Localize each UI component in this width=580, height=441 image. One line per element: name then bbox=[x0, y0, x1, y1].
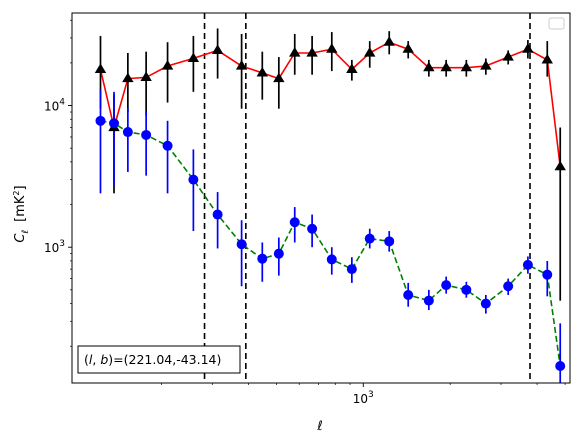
triangle-point bbox=[211, 44, 224, 55]
y-tick-label: 103 bbox=[44, 239, 65, 255]
triangle-point bbox=[423, 61, 435, 72]
triangle-point bbox=[256, 66, 268, 77]
triangle-point bbox=[522, 43, 534, 53]
circle-point bbox=[480, 298, 491, 309]
circle-point bbox=[289, 217, 300, 228]
triangle-point bbox=[502, 51, 514, 61]
triangle-point bbox=[235, 60, 248, 70]
axes-frame bbox=[71, 12, 571, 384]
circle-point bbox=[122, 127, 133, 138]
triangle-point bbox=[460, 61, 473, 72]
y-axis-label: Cℓ[mK2] bbox=[12, 185, 31, 242]
x-tick-label: 103 bbox=[353, 390, 374, 406]
triangle-point bbox=[383, 36, 395, 46]
triangle-point bbox=[161, 60, 174, 70]
circle-point bbox=[273, 248, 284, 259]
circle-point bbox=[555, 361, 566, 372]
triangle-point bbox=[289, 46, 301, 57]
series-markers bbox=[94, 36, 566, 372]
annotation: (l, b)=(221.04,-43.14) bbox=[77, 345, 241, 374]
triangle-point bbox=[140, 71, 152, 81]
x-axis-label: ℓ bbox=[316, 419, 322, 434]
triangle-point bbox=[306, 46, 318, 57]
circle-point bbox=[423, 295, 434, 306]
triangle-point bbox=[364, 46, 376, 57]
triangle-point bbox=[273, 72, 285, 83]
circle-point bbox=[326, 254, 337, 265]
circle-point bbox=[188, 174, 199, 185]
triangle-point bbox=[346, 63, 358, 73]
triangle-point bbox=[326, 43, 338, 53]
legend-box bbox=[548, 17, 565, 30]
triangle-point bbox=[122, 72, 134, 83]
circle-point bbox=[95, 115, 106, 126]
plot-content bbox=[94, 13, 566, 383]
circle-point bbox=[364, 233, 375, 244]
circle-point bbox=[257, 253, 268, 264]
circle-point bbox=[141, 129, 152, 140]
circle-point bbox=[441, 280, 452, 291]
tick-labels: 103 103 104 bbox=[44, 98, 374, 406]
circle-point bbox=[109, 118, 120, 129]
annotation-text: (l, b)=(221.04,-43.14) bbox=[84, 352, 221, 367]
circle-point bbox=[461, 284, 472, 295]
circle-point bbox=[503, 281, 514, 292]
triangle-point bbox=[402, 43, 414, 53]
triangle-point bbox=[541, 53, 553, 64]
plot-area bbox=[72, 13, 570, 383]
triangle-point bbox=[94, 63, 107, 73]
triangle-point bbox=[440, 61, 452, 72]
vertical-reference-lines bbox=[203, 13, 531, 383]
circle-point bbox=[522, 259, 533, 270]
circle-point bbox=[384, 236, 395, 247]
circle-point bbox=[403, 289, 414, 300]
circle-point bbox=[307, 223, 318, 234]
triangle-point bbox=[480, 60, 492, 70]
major-ticks bbox=[68, 105, 364, 387]
svg-text:Cℓ[mK2]: Cℓ[mK2] bbox=[12, 185, 31, 242]
circle-point bbox=[162, 140, 173, 151]
circle-point bbox=[212, 209, 223, 220]
annotation-box bbox=[77, 345, 241, 374]
y-tick-label: 104 bbox=[44, 98, 65, 114]
circle-point bbox=[346, 264, 357, 275]
triangle-point bbox=[554, 160, 566, 171]
circle-point bbox=[542, 269, 553, 280]
circle-point bbox=[236, 239, 247, 250]
triangle-point bbox=[187, 52, 200, 63]
